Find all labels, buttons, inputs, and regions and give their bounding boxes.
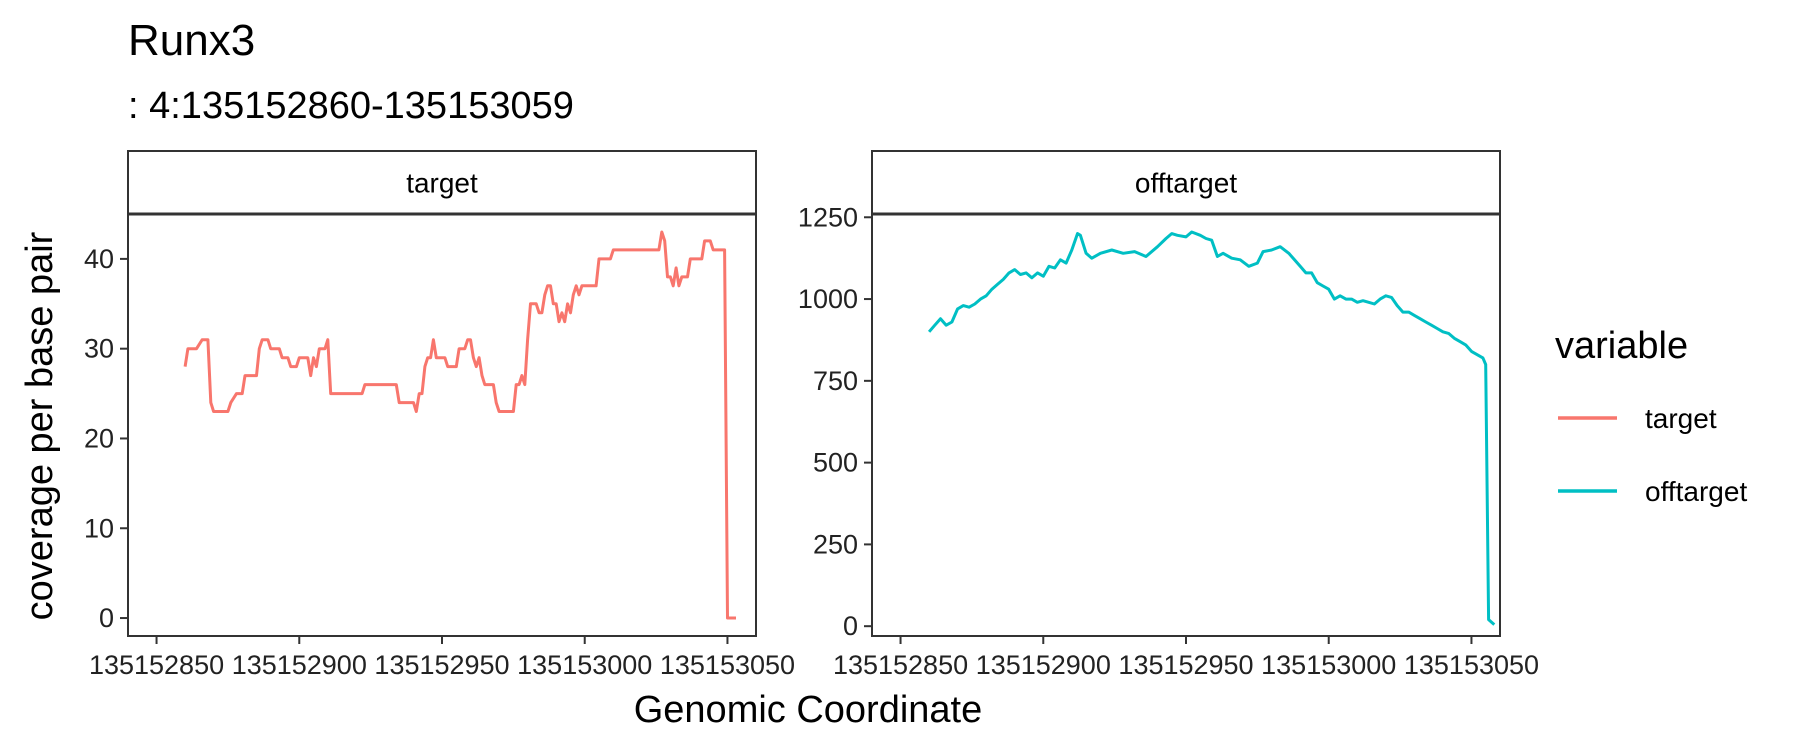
y-tick-label-offtarget-5: 1250	[798, 202, 858, 232]
y-tick-label-target-2: 20	[84, 423, 114, 453]
x-tick-label-target-1: 135152900	[232, 650, 367, 680]
x-tick-label-target-2: 135152950	[374, 650, 509, 680]
strip-label-offtarget: offtarget	[1135, 168, 1237, 199]
y-tick-label-target-0: 0	[99, 603, 114, 633]
x-tick-label-offtarget-3: 135153000	[1261, 650, 1396, 680]
x-tick-label-offtarget-0: 135152850	[833, 650, 968, 680]
chart-legend: variable target offtarget	[1555, 325, 1747, 507]
y-tick-label-target-1: 10	[84, 513, 114, 543]
panel-border-offtarget	[871, 213, 1501, 637]
strip-label-target: target	[406, 168, 478, 199]
y-tick-label-target-3: 30	[84, 334, 114, 364]
y-tick-label-offtarget-0: 0	[843, 611, 858, 641]
y-tick-label-target-4: 40	[84, 244, 114, 274]
series-line-offtarget	[927, 230, 1496, 626]
strip-box-offtarget	[871, 150, 1501, 215]
panel-target: target 0 10 20 30 40 135152850 135152900 1351529…	[84, 150, 795, 680]
x-tick-label-target-4: 135153050	[660, 650, 795, 680]
legend-title: variable	[1555, 325, 1688, 367]
y-tick-label-offtarget-3: 750	[813, 366, 858, 396]
x-tick-label-target-3: 135153000	[517, 650, 652, 680]
panel-border-target	[127, 213, 757, 637]
chart-title: Runx3	[128, 16, 255, 65]
y-tick-label-offtarget-4: 1000	[798, 284, 858, 314]
strip-box-target	[127, 150, 757, 215]
y-tick-label-offtarget-2: 500	[813, 448, 858, 478]
x-tick-label-offtarget-2: 135152950	[1118, 650, 1253, 680]
legend-label-target: target	[1645, 403, 1717, 434]
chart-subtitle: : 4:135152860-135153059	[128, 85, 574, 127]
series-line-target	[183, 230, 736, 620]
x-tick-label-offtarget-4: 135153050	[1404, 650, 1539, 680]
x-axis-title: Genomic Coordinate	[634, 689, 983, 731]
panel-offtarget: offtarget 0 250 500 750 1000 1250 135152850 1351…	[798, 150, 1539, 680]
y-tick-label-offtarget-1: 250	[813, 529, 858, 559]
y-axis-title: coverage per base pair	[19, 231, 61, 620]
legend-label-offtarget: offtarget	[1645, 476, 1747, 507]
x-tick-label-offtarget-1: 135152900	[976, 650, 1111, 680]
x-tick-label-target-0: 135152850	[89, 650, 224, 680]
